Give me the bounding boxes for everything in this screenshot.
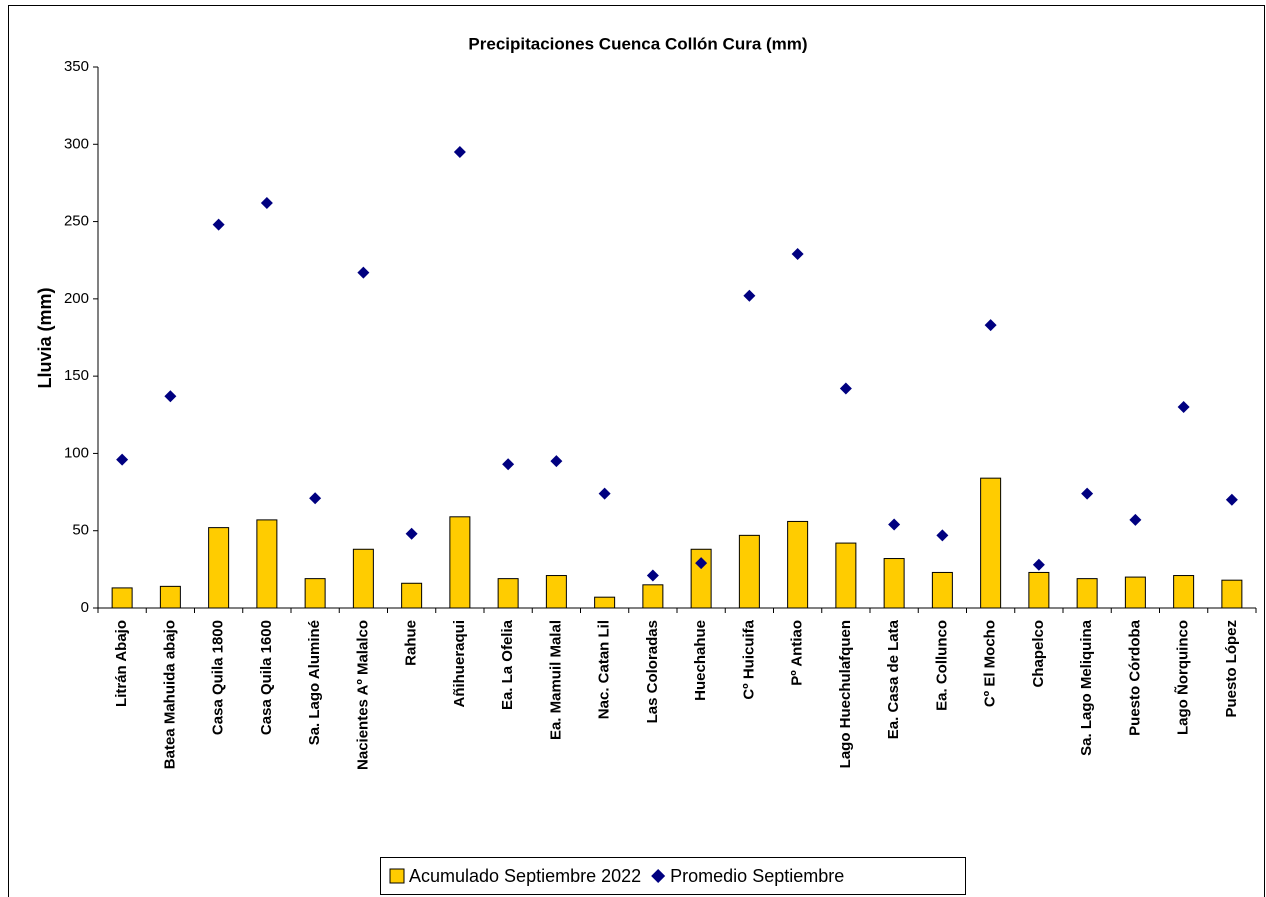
- bar: [449, 516, 471, 609]
- x-tick-label: Puesto López: [1223, 620, 1240, 718]
- diamond-marker: [1129, 513, 1142, 526]
- diamond-marker: [743, 289, 756, 302]
- bar: [738, 534, 760, 609]
- bar: [931, 571, 953, 609]
- x-tick-label: Ea. Casa de Lata: [885, 619, 902, 739]
- bar: [980, 477, 1002, 609]
- diamond-marker: [1177, 401, 1190, 414]
- y-tick-label: 150: [64, 367, 89, 384]
- bar: [497, 578, 519, 609]
- diamond-marker: [695, 557, 708, 570]
- diamond-marker: [260, 197, 273, 210]
- bar: [883, 558, 905, 609]
- x-tick-label: Las Coloradas: [644, 620, 661, 723]
- x-tick-label: Rahue: [403, 620, 420, 666]
- diamond-marker: [212, 218, 225, 231]
- x-tick-label: Chapelco: [1030, 620, 1047, 688]
- x-tick-label: Casa Quila 1600: [258, 620, 275, 735]
- diamond-marker: [453, 146, 466, 159]
- x-tick-label: Sa. Lago Meliquina: [1078, 619, 1095, 756]
- x-tick-label: Añihueraqui: [451, 620, 468, 708]
- bar: [1124, 576, 1146, 609]
- bar: [352, 548, 374, 609]
- diamond-marker: [164, 390, 177, 403]
- x-tick-label: Cº Huicuifa: [740, 619, 757, 699]
- y-tick-label: 350: [64, 58, 89, 75]
- y-tick-label: 0: [81, 599, 89, 616]
- x-tick-label: Lago Ñorquinco: [1174, 620, 1192, 735]
- bar: [159, 585, 181, 609]
- bar: [835, 542, 857, 609]
- diamond-marker: [1032, 558, 1045, 571]
- x-tick-label: Cº El Mocho: [982, 620, 999, 707]
- legend-label: Promedio Septiembre: [670, 866, 844, 886]
- y-tick-label: 250: [64, 213, 89, 230]
- x-tick-label: Nac. Catan Lil: [596, 620, 613, 719]
- x-tick-label: Lago Huechulafquen: [837, 620, 854, 768]
- y-tick-label: 300: [64, 135, 89, 152]
- diamond-marker: [550, 455, 563, 468]
- legend-box: [380, 857, 966, 895]
- bar: [208, 527, 230, 609]
- diamond-marker: [116, 453, 129, 466]
- legend-label: Acumulado Septiembre 2022: [409, 866, 641, 886]
- x-tick-label: Ea. Mamuil Malal: [547, 620, 564, 740]
- diamond-marker: [1225, 493, 1238, 506]
- x-tick-label: Pº Antiao: [789, 620, 806, 686]
- bar: [256, 519, 278, 609]
- diamond-marker: [791, 248, 804, 261]
- y-tick-label: 200: [64, 290, 89, 307]
- diamond-marker: [984, 319, 997, 332]
- x-tick-label: Ea. Collunco: [933, 620, 950, 711]
- x-tick-label: Litrán Abajo: [113, 620, 130, 707]
- legend-swatch: [651, 869, 666, 883]
- x-tick-label: Huechahue: [692, 620, 709, 701]
- bar: [304, 578, 326, 609]
- diamond-marker: [357, 266, 370, 279]
- x-tick-label: Nacientes Aº Malalco: [354, 620, 371, 770]
- diamond-marker: [888, 518, 901, 531]
- bar: [1028, 571, 1050, 609]
- y-tick-label: 100: [64, 444, 89, 461]
- chart-title: Precipitaciones Cuenca Collón Cura (mm): [468, 34, 807, 53]
- diamond-marker: [405, 527, 418, 540]
- y-axis-label: Lluvia (mm): [35, 287, 55, 388]
- diamond-marker: [936, 529, 949, 542]
- x-tick-label: Ea. La Ofelia: [499, 619, 516, 710]
- legend-swatch: [389, 868, 405, 884]
- bar: [1076, 578, 1098, 609]
- bar: [111, 587, 133, 609]
- x-tick-label: Casa Quila 1800: [210, 620, 227, 735]
- bar: [594, 596, 616, 609]
- diamond-marker: [598, 487, 611, 500]
- x-tick-label: Puesto Córdoba: [1126, 619, 1143, 735]
- x-tick-label: Sa. Lago Aluminé: [306, 620, 323, 745]
- bar: [401, 582, 423, 609]
- bar: [1221, 579, 1243, 609]
- diamond-marker: [839, 382, 852, 395]
- diamond-marker: [309, 492, 322, 505]
- chart-frame: [8, 5, 1265, 897]
- diamond-marker: [646, 569, 659, 582]
- diamond-marker: [1081, 487, 1094, 500]
- y-tick-label: 50: [72, 522, 89, 539]
- diamond-marker: [502, 458, 515, 471]
- bar: [545, 575, 567, 609]
- bar: [787, 520, 809, 609]
- bar: [1173, 575, 1195, 609]
- x-tick-label: Batea Mahuida abajo: [161, 620, 178, 769]
- bar: [642, 584, 664, 609]
